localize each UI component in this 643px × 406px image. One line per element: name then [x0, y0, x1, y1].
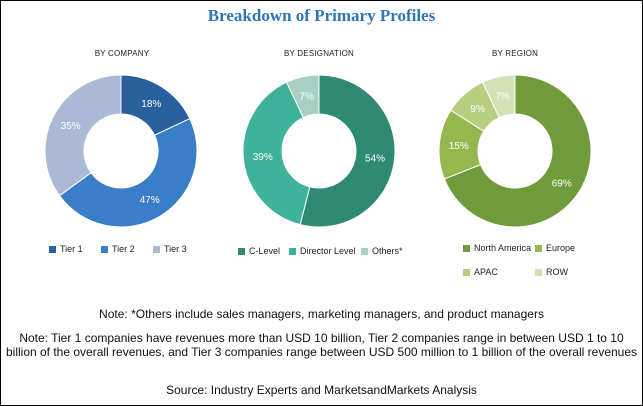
legend-label: ROW	[546, 267, 568, 277]
legend-label: Tier 2	[112, 244, 135, 254]
data-label: 7%	[299, 91, 314, 102]
legend-label: APAC	[474, 267, 498, 277]
donut-slice-tier-2	[58, 117, 198, 228]
legend-label: Europe	[546, 243, 576, 253]
legend-swatch	[463, 245, 470, 252]
legend-swatch	[535, 245, 542, 252]
note-tiers: Note: Tier 1 companies have revenues mor…	[5, 331, 638, 359]
legend-item: Tier 3	[153, 244, 187, 254]
data-label: 9%	[470, 104, 485, 115]
subtitle-by-designation: BY DESIGNATION	[283, 49, 355, 58]
legend-item: ROW	[535, 267, 568, 277]
legend-swatch	[289, 248, 296, 255]
data-label: 54%	[365, 154, 385, 165]
legend-label: North America	[474, 243, 532, 253]
data-label: 18%	[141, 99, 161, 110]
legend-item: Tier 1	[49, 244, 83, 254]
donut-slice-tier-3	[44, 74, 122, 197]
legend-swatch	[535, 269, 542, 276]
donut-slice-others-	[285, 74, 320, 119]
donut-slice-c-level	[299, 74, 396, 228]
data-label: 7%	[495, 91, 510, 102]
donut-slice-director-level	[242, 81, 311, 226]
note-others: Note: *Others include sales managers, ma…	[99, 307, 544, 321]
legend-label: Others*	[372, 246, 403, 256]
legend-item: Director Level	[289, 246, 356, 256]
legend-item: Others*	[361, 246, 403, 256]
legend-label: Tier 3	[164, 244, 187, 254]
source-note: Source: Industry Experts and MarketsandM…	[166, 383, 477, 397]
subtitle-by-region: BY REGION	[491, 49, 539, 58]
data-label: 35%	[61, 121, 81, 132]
data-label: 15%	[449, 141, 469, 152]
data-label: 69%	[552, 178, 572, 189]
legend-swatch	[49, 246, 56, 253]
legend-label: Tier 1	[60, 244, 83, 254]
donut-slice-row	[481, 74, 516, 119]
subtitle-by-company: BY COMPANY	[94, 49, 150, 58]
legend-item: Europe	[535, 243, 575, 253]
legend-label: Director Level	[300, 246, 356, 256]
legend-item: C-Level	[238, 246, 280, 256]
data-label: 47%	[140, 195, 160, 206]
legend-item: APAC	[463, 267, 498, 277]
legend-item: Tier 2	[101, 244, 135, 254]
donut-charts: 18% 47% 35% 54% 39% 7% 69% 15% 9% 7%	[44, 74, 592, 228]
chart-title: Breakdown of Primary Profiles	[207, 6, 436, 25]
legend-item: North America	[463, 243, 531, 253]
data-label: 39%	[253, 152, 273, 163]
legend-swatch	[153, 246, 160, 253]
legend-swatch	[361, 248, 368, 255]
legend-swatch	[101, 246, 108, 253]
legend-swatch	[238, 248, 245, 255]
legend-label: C-Level	[249, 246, 281, 256]
legend-swatch	[463, 269, 470, 276]
donut-slice-north-america	[443, 74, 592, 228]
